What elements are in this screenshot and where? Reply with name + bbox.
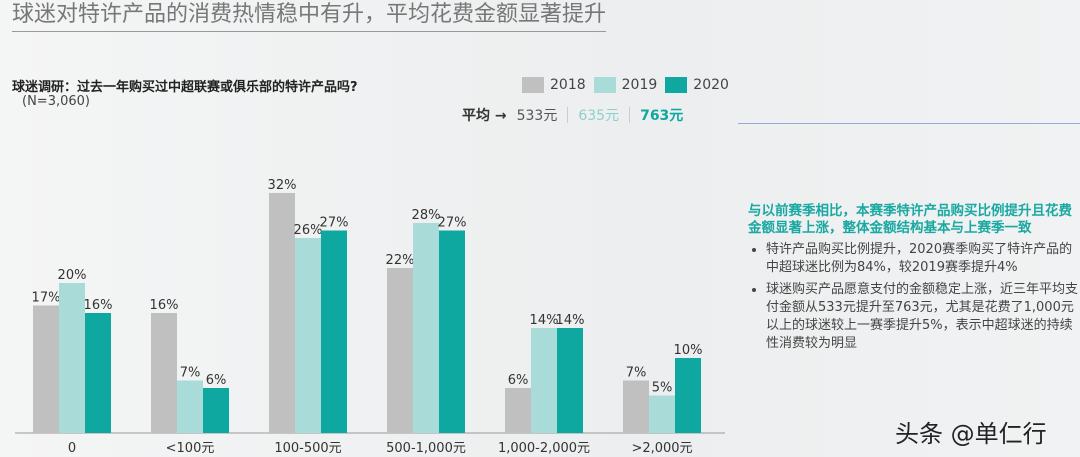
average-2018: 533元 xyxy=(516,108,558,124)
summary-bullet: 球迷购买产品愿意支付的金额稳定上涨，近三年平均支付金额从533元提升至763元，… xyxy=(766,281,1078,353)
data-label: 14% xyxy=(556,313,585,328)
data-label: 28% xyxy=(412,208,441,223)
data-label: 26% xyxy=(294,223,323,238)
bar-2019 xyxy=(413,223,439,433)
bar-2020 xyxy=(203,388,229,433)
data-label: 10% xyxy=(674,343,703,358)
data-label: 5% xyxy=(652,381,673,396)
bar-2018 xyxy=(387,268,413,433)
bar-2018 xyxy=(151,313,177,433)
bar-2018 xyxy=(33,305,59,433)
bar-2019 xyxy=(295,238,321,433)
data-label: 6% xyxy=(508,373,529,388)
bar-2018 xyxy=(505,388,531,433)
data-label: 7% xyxy=(626,366,647,381)
bar-chart: 17%20%16%016%7% 6%<100元32%26%27%100-500元2… xyxy=(15,178,725,456)
bar-2018 xyxy=(269,193,295,433)
legend-item: 2020 xyxy=(665,77,729,93)
category-label: <100元 xyxy=(166,441,215,456)
bar-2020 xyxy=(675,358,701,433)
category-label: >2,000元 xyxy=(631,441,692,456)
bar-2020 xyxy=(439,230,465,433)
average-row: 平均 → 533元 635元 763元 xyxy=(462,105,693,125)
bar-2020 xyxy=(557,328,583,433)
category-label: 1,000-2,000元 xyxy=(498,441,590,456)
legend-item: 2019 xyxy=(593,77,657,93)
data-label: 27% xyxy=(438,216,467,231)
page-title: 球迷对特许产品的消费热情稳中有升，平均花费金额显著提升 xyxy=(12,0,607,32)
average-2019: 635元 xyxy=(578,108,620,124)
survey-question: 球迷调研：过去一年购买过中超联赛或俱乐部的特许产品吗? xyxy=(12,80,358,95)
bar-2020 xyxy=(321,230,347,433)
divider xyxy=(738,123,1080,124)
summary-bullet: 特许产品购买比例提升，2020赛季购买了特许产品的中超球迷比例为84%，较201… xyxy=(766,241,1078,277)
data-label: 22% xyxy=(386,253,415,268)
category-label: 500-1,000元 xyxy=(386,441,466,456)
average-label: 平均 → xyxy=(462,108,507,124)
summary-panel: 与以前赛季相比，本赛季特许产品购买比例提升且花费金额显著上涨，整体金额结构基本与… xyxy=(748,203,1078,357)
data-label: 14% xyxy=(530,313,559,328)
data-label: 27% xyxy=(320,216,349,231)
bar-2020 xyxy=(85,313,111,433)
data-label: 16% xyxy=(150,298,179,313)
legend-item: 2018 xyxy=(522,77,586,93)
data-label: 20% xyxy=(58,268,87,283)
category-label: 100-500元 xyxy=(274,441,341,456)
data-label: 6% xyxy=(206,373,227,388)
category-label: 0 xyxy=(68,441,76,456)
data-label: 32% xyxy=(268,178,297,193)
summary-headline: 与以前赛季相比，本赛季特许产品购买比例提升且花费金额显著上涨，整体金额结构基本与… xyxy=(748,203,1072,236)
bar-2019 xyxy=(531,328,557,433)
average-2020: 763元 xyxy=(640,108,684,124)
data-label: 16% xyxy=(84,298,113,313)
bar-2018 xyxy=(623,380,649,433)
data-label: 7% xyxy=(180,366,201,381)
watermark: 头条 @单仁行 xyxy=(895,420,1047,448)
legend: 2018 2019 2020 xyxy=(522,77,729,93)
sample-size: (N=3,060) xyxy=(22,94,90,109)
data-label: 17% xyxy=(32,291,61,306)
bar-2019 xyxy=(177,380,203,433)
bar-2019 xyxy=(649,395,675,433)
bar-2019 xyxy=(59,283,85,433)
